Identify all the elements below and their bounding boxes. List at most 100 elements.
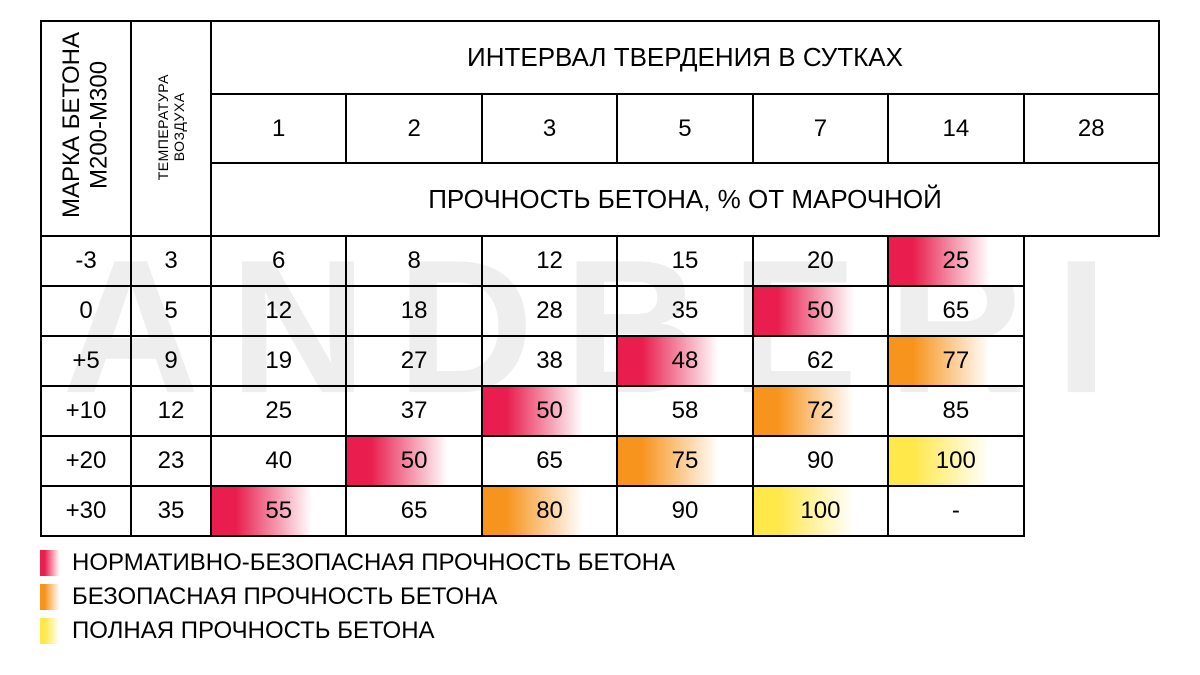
value-text: 37 [351,397,476,425]
day-col: 28 [1024,94,1159,163]
value-text: 77 [893,347,1018,375]
value-cell: 27 [346,336,481,386]
value-text: 80 [487,497,612,525]
value-text: 85 [893,397,1018,425]
strength-table: МАРКА БЕТОНА M200-M300 ТЕМПЕРАТУРА ВОЗДУ… [40,20,1160,537]
value-text: 25 [893,247,1018,275]
value-text: 50 [487,397,612,425]
value-cell: 12 [211,286,346,336]
value-cell: 12 [482,236,617,286]
value-text: 58 [622,397,747,425]
value-cell: 50 [753,286,888,336]
value-cell: 6 [211,236,346,286]
value-text: 18 [351,297,476,325]
value-cell: 50 [482,386,617,436]
value-text: 12 [487,247,612,275]
value-cell: 55 [211,486,346,536]
legend-label: НОРМАТИВНО-БЕЗОПАСНАЯ ПРОЧНОСТЬ БЕТОНА [72,549,675,577]
value-cell: 100 [888,436,1023,486]
value-text: 12 [216,297,341,325]
value-text: 100 [758,497,883,525]
table-row: -3368 12 15 20 25 [41,236,1159,286]
value-text: 9 [136,347,206,375]
value-text: 3 [136,247,206,275]
value-cell: 25 [888,236,1023,286]
value-text: 65 [487,447,612,475]
value-text: 20 [758,247,883,275]
value-text: 50 [758,297,883,325]
value-cell: 48 [617,336,752,386]
value-cell: 90 [617,486,752,536]
content-wrapper: МАРКА БЕТОНА M200-M300 ТЕМПЕРАТУРА ВОЗДУ… [40,20,1160,645]
value-cell: 65 [482,436,617,486]
value-cell: 40 [211,436,346,486]
temp-cell: +10 [41,386,131,436]
day-col: 7 [753,94,888,163]
value-text: 72 [758,397,883,425]
day-col: 1 [211,94,346,163]
value-cell: 3 [131,236,211,286]
day-col: 3 [482,94,617,163]
value-text: 23 [136,447,206,475]
legend: НОРМАТИВНО-БЕЗОПАСНАЯ ПРОЧНОСТЬ БЕТОНА БЕ… [40,549,1160,645]
legend-row: БЕЗОПАСНАЯ ПРОЧНОСТЬ БЕТОНА [40,583,1160,611]
legend-label: ПОЛНАЯ ПРОЧНОСТЬ БЕТОНА [72,617,435,645]
value-cell: 5 [131,286,211,336]
value-text: 90 [758,447,883,475]
value-text: 65 [893,297,1018,325]
value-cell: 50 [346,436,481,486]
value-text: 35 [136,497,206,525]
value-text: 50 [351,447,476,475]
temp-cell: +5 [41,336,131,386]
value-text: 27 [351,347,476,375]
value-cell: 85 [888,386,1023,436]
value-text: 65 [351,497,476,525]
value-text: 40 [216,447,341,475]
value-text: 35 [622,297,747,325]
value-cell: 58 [617,386,752,436]
table-row: 05121828355065 [41,286,1159,336]
value-text: 8 [351,247,476,275]
value-text: 12 [136,397,206,425]
legend-swatch [40,618,66,644]
value-text: 100 [893,447,1018,475]
strength-title: ПРОЧНОСТЬ БЕТОНА, % ОТ МАРОЧНОЙ [211,163,1159,236]
brand-line1: МАРКА БЕТОНА [58,32,85,218]
value-cell: 75 [617,436,752,486]
legend-swatch [40,550,66,576]
value-cell: 19 [211,336,346,386]
value-text: 62 [758,347,883,375]
brand-header-cell: МАРКА БЕТОНА M200-M300 [41,21,131,236]
table-row: +59 19 27 384862 77 [41,336,1159,386]
value-text: 19 [216,347,341,375]
value-text: 6 [216,247,341,275]
value-text: 75 [622,447,747,475]
temp-cell: +20 [41,436,131,486]
value-cell: 77 [888,336,1023,386]
legend-row: НОРМАТИВНО-БЕЗОПАСНАЯ ПРОЧНОСТЬ БЕТОНА [40,549,1160,577]
table-row: +10122537 50 58 72 85 [41,386,1159,436]
table-row: +3035 55 65 8090100- [41,486,1159,536]
value-text: 55 [216,497,341,525]
brand-line2: M200-M300 [86,61,113,189]
temp-header-text: ТЕМПЕРАТУРА ВОЗДУХА [155,74,187,180]
value-cell: 23 [131,436,211,486]
temp-line1: ТЕМПЕРАТУРА [155,74,171,180]
value-text: 15 [622,247,747,275]
interval-title: ИНТЕРВАЛ ТВЕРДЕНИЯ В СУТКАХ [211,21,1159,94]
value-cell: 65 [888,286,1023,336]
day-col: 2 [346,94,481,163]
value-text: 5 [136,297,206,325]
temp-cell: +30 [41,486,131,536]
table-row: +2023 40 50 65 75 90 100 [41,436,1159,486]
value-cell: 28 [482,286,617,336]
value-text: - [893,497,1018,525]
temp-cell: -3 [41,236,131,286]
value-text: 38 [487,347,612,375]
value-text: 28 [487,297,612,325]
brand-header-text: МАРКА БЕТОНА M200-M300 [58,32,113,218]
value-cell: 18 [346,286,481,336]
value-cell: 25 [211,386,346,436]
legend-swatch [40,584,66,610]
value-cell: 35 [131,486,211,536]
